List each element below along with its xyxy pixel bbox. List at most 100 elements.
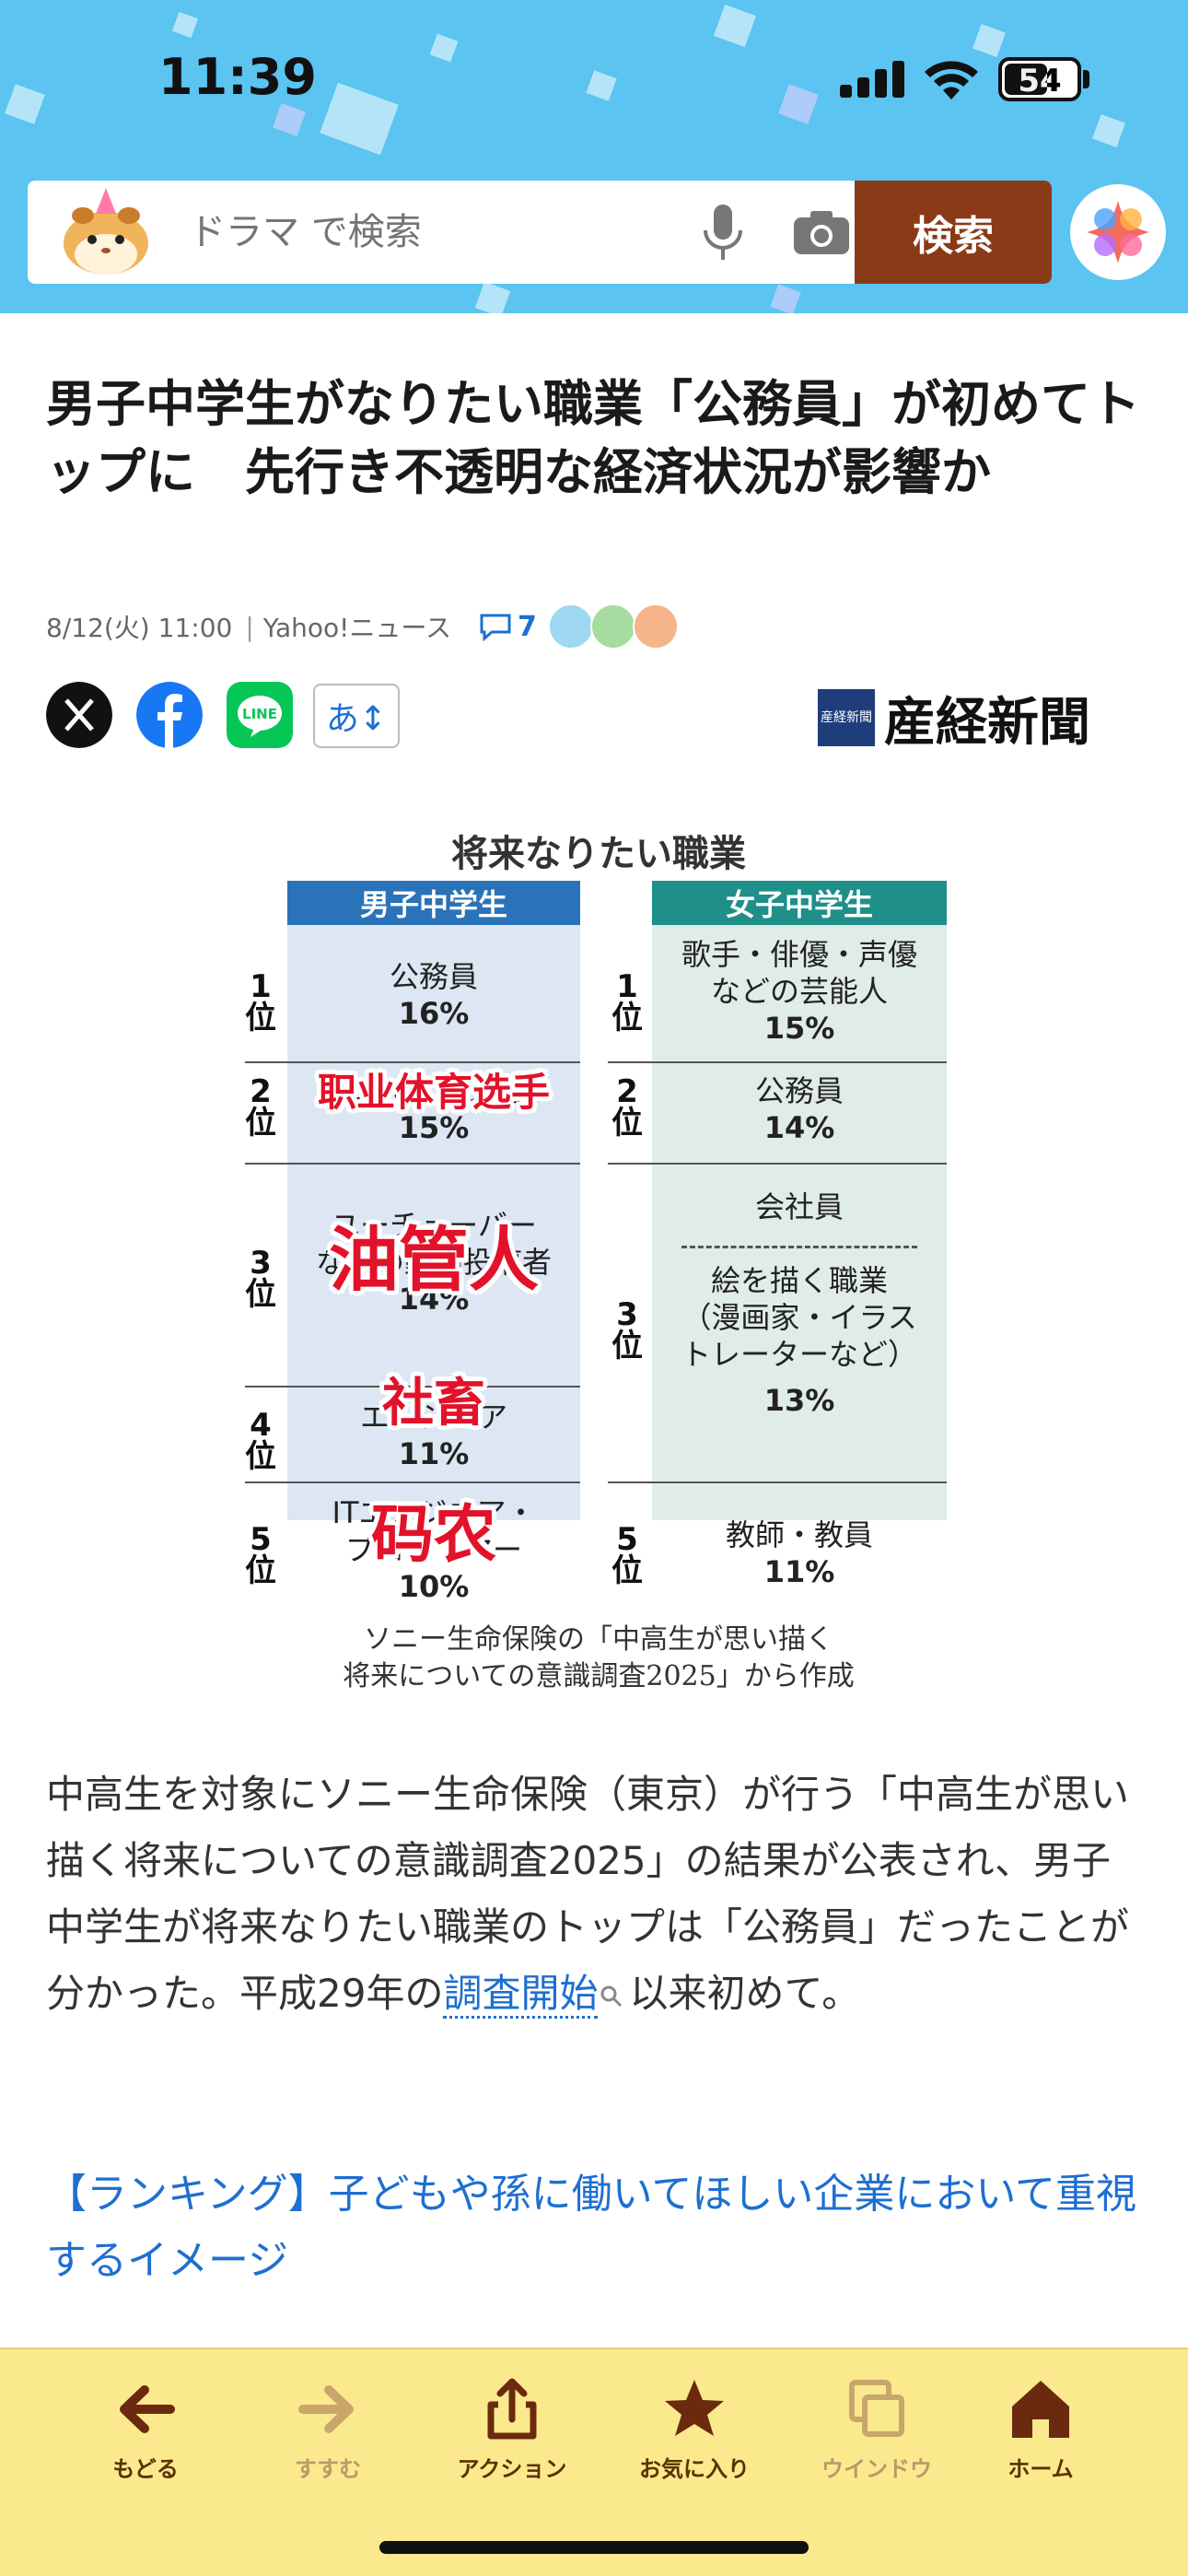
toolbar-home-label: ホーム	[1007, 2456, 1074, 2482]
battery-cap	[1083, 70, 1089, 88]
face-icon-blue	[547, 603, 594, 650]
toolbar-action-label: アクション	[457, 2456, 567, 2482]
inline-link-survey-start[interactable]: 調査開始	[443, 1971, 599, 2019]
girls-job-3a: 会社員	[754, 1189, 844, 1224]
mascot-logo-icon[interactable]	[55, 186, 157, 278]
girls-rank-5: 5位	[611, 1521, 643, 1589]
boys-column	[287, 925, 580, 1520]
article-headline: 男子中学生がなりたい職業「公務員」が初めてトップに 先行き不透明な経済状況が影響…	[46, 375, 1140, 501]
row-divider	[245, 1386, 580, 1388]
ai-assistant-icon[interactable]	[1070, 184, 1166, 280]
overlay-label-2: 油管人	[329, 1219, 539, 1301]
toolbar-action-button[interactable]: アクション	[429, 2377, 595, 2488]
girls-job-5: 教師・教員 11%	[725, 1517, 873, 1589]
boys-rank-4: 4位	[245, 1407, 276, 1475]
face-icon-green	[589, 603, 636, 650]
x-share-icon[interactable]	[46, 682, 112, 748]
confetti-decoration	[770, 284, 801, 313]
toolbar-favorites-button[interactable]: お気に入り	[611, 2377, 777, 2488]
article-body: 中高生を対象にソニー生命保険（東京）が行う「中高生が思い描く将来についての意識調…	[46, 1762, 1142, 2027]
row-divider	[245, 1061, 580, 1063]
window-icon	[849, 2380, 904, 2437]
font-size-button[interactable]: あ↕	[313, 684, 400, 748]
star-icon	[665, 2380, 724, 2436]
status-bar: 11:39 54	[0, 0, 1188, 157]
boys-rank-2: 2位	[245, 1073, 276, 1142]
comment-icon	[480, 614, 511, 641]
toolbar-back-label: もどる	[112, 2456, 179, 2482]
overlay-label-4: 码农	[370, 1499, 496, 1572]
share-action-icon	[487, 2378, 537, 2440]
toolbar-window-label: ウインドウ	[821, 2456, 932, 2482]
back-arrow-icon	[120, 2385, 175, 2433]
row-divider	[608, 1481, 947, 1483]
app-header: 11:39 54	[0, 0, 1188, 313]
article-meta: 8/12(火) 11:00 | Yahoo!ニュース 7	[46, 603, 679, 650]
microphone-icon[interactable]	[700, 203, 746, 263]
related-ranking-link[interactable]: 【ランキング】子どもや孫に働いてほしい企業において重視するイメージ	[46, 2171, 1137, 2284]
girls-column	[652, 925, 947, 1520]
boys-rank-3: 3位	[245, 1245, 276, 1313]
body-text-part1: 中高生を対象にソニー生命保険（東京）が行う「中高生が思い描く将来についての意識調…	[46, 1772, 1130, 2016]
face-icon-orange	[632, 603, 679, 650]
figure-title: 将来なりたい職業	[451, 832, 746, 875]
battery-icon: 54	[998, 57, 1081, 101]
dashed-divider	[681, 1246, 917, 1248]
bottom-toolbar: もどる すすむ アクション お気に入り ウインドウ ホーム	[0, 2348, 1188, 2576]
toolbar-window-button[interactable]: ウインドウ	[794, 2377, 960, 2488]
figure-source: ソニー生命保険の「中高生が思い描く 将来についての意識調査2025」から作成	[343, 1623, 855, 1692]
girls-rank-1: 1位	[611, 968, 643, 1036]
girls-rank-2: 2位	[611, 1073, 643, 1142]
home-indicator[interactable]	[379, 2541, 809, 2554]
toolbar-favorites-label: お気に入り	[639, 2456, 750, 2482]
article-source: Yahoo!ニュース	[262, 613, 452, 643]
row-divider	[608, 1061, 947, 1063]
boys-job-4: エンジニア 11%	[359, 1399, 507, 1471]
forward-arrow-icon	[298, 2385, 354, 2433]
boys-job-3: ユーチューバー などの動画投稿者 14%	[315, 1208, 552, 1317]
facebook-share-icon[interactable]	[136, 682, 203, 748]
publisher-seal-icon: 産経新聞	[818, 689, 875, 746]
search-button[interactable]: 検索	[855, 181, 1052, 284]
boys-job-1: 公務員 16%	[389, 959, 478, 1031]
reaction-faces[interactable]	[547, 603, 679, 650]
girls-job-2: 公務員 14%	[754, 1073, 844, 1145]
comment-link[interactable]: 7	[479, 611, 537, 643]
wifi-icon	[925, 61, 978, 100]
comment-count: 7	[518, 610, 537, 643]
toolbar-forward-button[interactable]: すすむ	[245, 2377, 411, 2488]
career-ranking-figure[interactable]: 将来なりたい職業 男子中学生 女子中学生 1位 公務員 16% 2位 プロスポー…	[239, 820, 958, 1704]
body-text-part2: 以来初めて。	[629, 1971, 861, 2016]
boys-job-5: ITエンジニア・ プログラマー 10%	[332, 1495, 536, 1604]
search-bar: 検索	[28, 181, 1052, 284]
battery-level: 54	[1018, 63, 1062, 100]
home-icon	[1012, 2381, 1069, 2438]
search-input[interactable]	[189, 203, 668, 262]
overlay-label-3: 社畜	[382, 1374, 485, 1434]
boys-rank-1: 1位	[245, 968, 276, 1036]
girls-job-1: 歌手・俳優・声優 などの芸能人 15%	[681, 937, 917, 1046]
line-share-icon[interactable]: LINE	[227, 682, 293, 748]
toolbar-forward-label: すすむ	[295, 2456, 361, 2482]
girls-rank-3: 3位	[611, 1296, 643, 1364]
camera-icon[interactable]	[792, 208, 851, 256]
boys-rank-5: 5位	[245, 1521, 276, 1589]
publisher-name: 産経新聞	[884, 691, 1090, 753]
toolbar-back-button[interactable]: もどる	[63, 2377, 228, 2488]
svg-text:LINE: LINE	[242, 706, 277, 722]
girls-column-header: 女子中学生	[652, 881, 947, 925]
article-date: 8/12(火) 11:00	[46, 613, 233, 643]
publisher-logo[interactable]: 産経新聞 産経新聞	[818, 685, 1090, 753]
toolbar-home-button[interactable]: ホーム	[958, 2377, 1124, 2488]
status-time: 11:39	[158, 48, 317, 106]
boys-job-2: プロスポーツ選手 15%	[316, 1073, 552, 1145]
overlay-label-1: 职业体育选手	[317, 1070, 550, 1115]
confetti-decoration	[474, 281, 511, 313]
meta-separator: |	[245, 611, 254, 642]
cellular-signal-icon	[840, 61, 906, 98]
boys-column-header: 男子中学生	[287, 881, 580, 925]
row-divider	[245, 1481, 580, 1483]
girls-job-3b: 絵を描く職業 （漫画家・イラス トレーターなど） 13%	[681, 1263, 917, 1418]
row-divider	[608, 1163, 947, 1165]
share-row: LINE あ↕ 産経新聞 産経新聞	[46, 682, 1151, 755]
